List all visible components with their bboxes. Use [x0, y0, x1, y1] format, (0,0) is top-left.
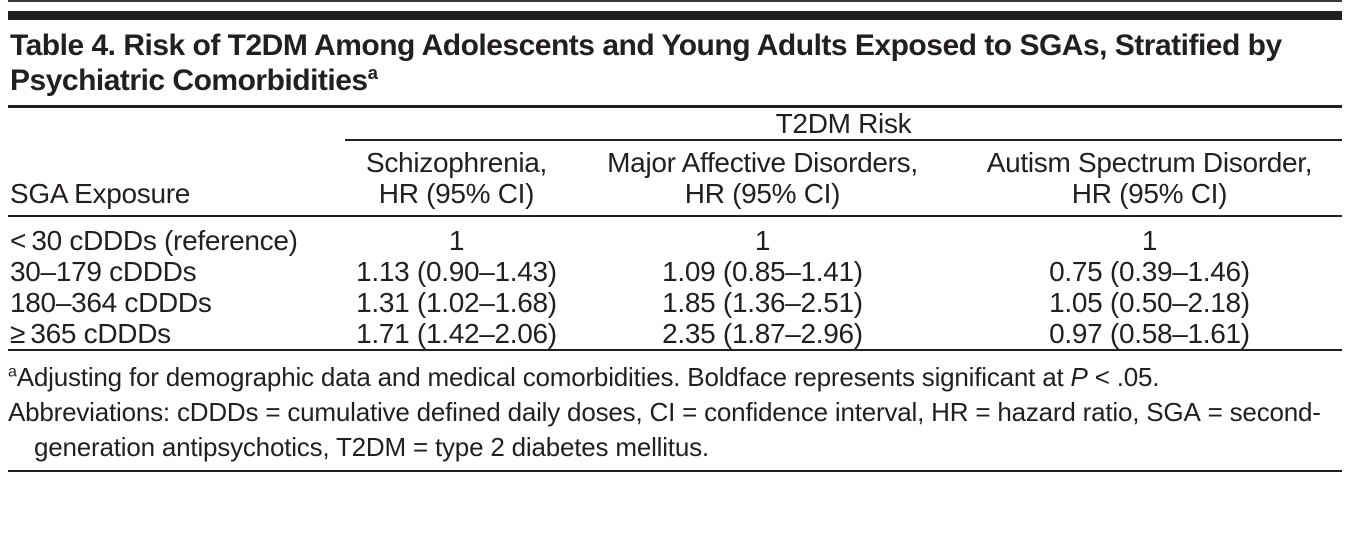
- footnote-abbreviations: Abbreviations: cDDDs = cumulative define…: [8, 396, 1321, 462]
- cell-schizophrenia-hr: 1.31 (1.02–1.68): [356, 286, 557, 318]
- cell-exposure: < 30 cDDDs (reference): [10, 224, 298, 256]
- footnote-p-symbol: P: [1070, 361, 1088, 392]
- cell-major-affective-hr: 1.85 (1.36–2.51): [662, 286, 863, 318]
- table-title: Table 4. Risk of T2DM Among Adolescents …: [10, 28, 1342, 98]
- cell-autism-hr: 1: [1141, 224, 1158, 256]
- table-bottom-rule: [8, 469, 1342, 472]
- risk-table: T2DM Risk SGA Exposure Schizophrenia, HR…: [8, 107, 1342, 351]
- footnotes: aAdjusting for demographic data and medi…: [8, 360, 1342, 465]
- col-header-schizophrenia: Schizophrenia, HR (95% CI): [345, 139, 568, 217]
- cell-schizophrenia-hr: 1: [448, 224, 465, 256]
- table-top-rule: [8, 11, 1342, 20]
- spanner-header-t2dm-risk: T2DM Risk: [345, 107, 1342, 141]
- cell-schizophrenia-hr: 1.13 (0.90–1.43): [356, 255, 557, 287]
- table-title-text: Table 4. Risk of T2DM Among Adolescents …: [10, 29, 1282, 97]
- page-top-hairline: [8, 0, 1342, 2]
- cell-exposure: 30–179 cDDDs: [10, 255, 197, 287]
- table-row: 30–179 cDDDs 1.13 (0.90–1.43) 1.09 (0.85…: [8, 256, 1342, 287]
- column-header-row: SGA Exposure Schizophrenia, HR (95% CI) …: [8, 139, 1342, 217]
- cell-major-affective-hr: 1: [754, 224, 771, 256]
- footnote-p-threshold: < .05.: [1087, 361, 1160, 392]
- cell-major-affective-hr: 2.35 (1.87–2.96): [568, 317, 957, 351]
- table-row: ≥ 365 cDDDs 1.71 (1.42–2.06) 2.35 (1.87–…: [8, 317, 1342, 351]
- cell-exposure: ≥ 365 cDDDs: [8, 317, 345, 351]
- table-row: < 30 cDDDs (reference) 1 1 1: [8, 216, 1342, 256]
- col-header-sga-exposure: SGA Exposure: [8, 139, 345, 217]
- cell-autism-hr: 1.05 (0.50–2.18): [1049, 286, 1250, 318]
- cell-autism-hr: 0.75 (0.39–1.46): [1049, 255, 1250, 287]
- title-bottom-rule: [8, 105, 1342, 108]
- col-header-major-affective-disorders: Major Affective Disorders, HR (95% CI): [568, 139, 957, 217]
- cell-major-affective-hr: 1.09 (0.85–1.41): [662, 255, 863, 287]
- footnote-marker: a: [8, 361, 17, 380]
- table-row: 180–364 cDDDs 1.31 (1.02–1.68) 1.85 (1.3…: [8, 287, 1342, 318]
- cell-schizophrenia-hr: 1.71 (1.42–2.06): [345, 317, 568, 351]
- footnote-adjustment: aAdjusting for demographic data and medi…: [8, 360, 1342, 395]
- cell-exposure: 180–364 cDDDs: [10, 286, 212, 318]
- title-footnote-marker: a: [367, 62, 378, 83]
- col-header-autism-spectrum-disorder: Autism Spectrum Disorder, HR (95% CI): [957, 139, 1342, 217]
- spanner-stub-cell: [8, 108, 345, 140]
- footnote-adjustment-text: Adjusting for demographic data and medic…: [16, 361, 1071, 392]
- cell-autism-hr: 0.97 (0.58–1.61): [957, 317, 1342, 351]
- spanner-row: T2DM Risk: [8, 107, 1342, 141]
